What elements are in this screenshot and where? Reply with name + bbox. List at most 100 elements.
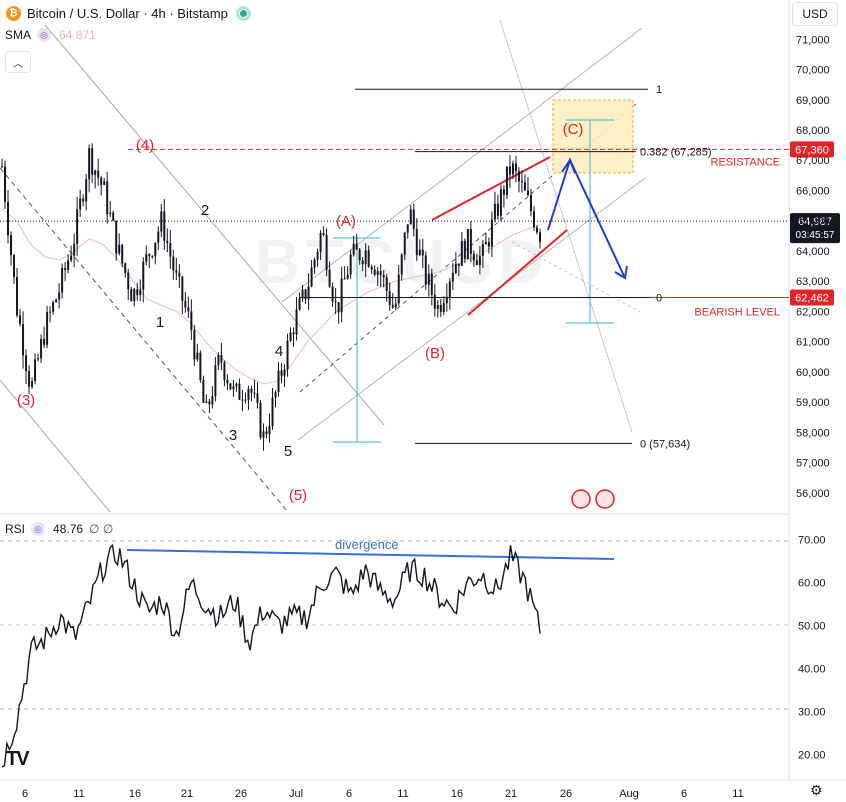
candle-body: [373, 269, 376, 275]
candle-body: [382, 274, 385, 278]
channel-line: [511, 241, 641, 313]
wave-label: (3): [17, 392, 35, 409]
y-tick-label: 71,000: [796, 34, 830, 46]
candle-body: [145, 254, 148, 262]
level-label: RESISTANCE: [711, 156, 780, 168]
wave-label: (B): [425, 345, 445, 362]
candle-body: [385, 277, 388, 292]
candle-body: [277, 370, 280, 393]
y-tick-label: 66,000: [796, 185, 830, 197]
candle-body: [337, 302, 340, 313]
candle-body: [211, 396, 214, 405]
bitcoin-icon: ₿: [6, 5, 21, 21]
candle-body: [238, 383, 241, 400]
candle-body: [298, 298, 301, 310]
measure-tool: [333, 119, 614, 443]
candle-body: [307, 286, 310, 300]
x-tick-label: 6: [22, 788, 28, 800]
candle-body: [10, 235, 13, 255]
wave-labels: (3) (4) 1 2 3 4 5 (5) (A) (B) (C): [17, 121, 584, 504]
candle-body: [433, 294, 436, 309]
collapse-legend-button[interactable]: ︿: [5, 51, 31, 73]
settings-icon[interactable]: ⚙: [810, 782, 823, 798]
y-tick-label: 62,000: [796, 306, 830, 318]
candle-body: [187, 307, 190, 312]
candle-body: [109, 212, 112, 215]
candle-body: [397, 274, 400, 304]
candle-body: [415, 228, 418, 256]
candle-body: [133, 289, 136, 302]
candle-body: [34, 359, 37, 382]
x-tick-label: 11: [732, 788, 743, 800]
fib-label: 0.382 (67,285): [640, 147, 712, 159]
candle-body: [520, 181, 523, 183]
sma-legend[interactable]: SMA ◎ 64,871: [5, 28, 96, 42]
candle-body: [247, 388, 250, 400]
candle-body: [289, 332, 292, 341]
projection-path: [547, 157, 626, 279]
y-tick-label: 68,000: [796, 125, 830, 137]
y-tick-label: 67,000: [796, 155, 830, 167]
candle-body: [271, 397, 274, 427]
candle-body: [55, 299, 58, 303]
rsi-tick-label: 60.00: [798, 578, 826, 590]
candle-body: [493, 203, 496, 220]
candle-body: [511, 163, 514, 175]
candle-body: [292, 332, 295, 335]
candle-body: [232, 386, 235, 390]
candle-body: [355, 243, 358, 250]
candle-body: [154, 242, 157, 257]
x-tick-label: 26: [560, 788, 572, 800]
candle-body: [535, 227, 538, 233]
candle-body: [256, 393, 259, 403]
divergence-label: divergence: [335, 537, 399, 552]
wave-label: 5: [284, 443, 292, 460]
y-tick-label: 69,000: [796, 95, 830, 107]
wave-label: (4): [136, 137, 154, 154]
rsi-legend[interactable]: RSI ◎ 48.76 ∅ ∅: [5, 522, 113, 536]
candle-body: [523, 182, 526, 191]
candle-body: [169, 243, 172, 257]
price-series: [1, 143, 541, 451]
current-price-badge: [790, 213, 840, 244]
candle-body: [505, 166, 508, 195]
rsi-tick-label: 50.00: [798, 621, 826, 633]
candle-body: [61, 267, 64, 293]
y-tick-label: 64,000: [796, 246, 830, 258]
news-flag-icon[interactable]: [595, 489, 615, 509]
y-tick-label: 58,000: [796, 427, 830, 439]
price-badge-label: 67,360: [795, 144, 829, 156]
divergence-line: [126, 549, 615, 560]
candle-body: [403, 232, 406, 255]
symbol-header[interactable]: ₿ Bitcoin / U.S. Dollar · 4h · Bitstamp: [0, 0, 251, 26]
y-tick-label: 61,000: [796, 337, 830, 349]
candle-body: [58, 292, 61, 300]
candle-body: [526, 190, 529, 195]
candle-body: [388, 291, 391, 305]
candle-body: [229, 383, 232, 390]
countdown-label: 03:45:57: [796, 230, 835, 241]
candle-body: [478, 255, 481, 265]
wave-label: 3: [229, 427, 237, 444]
candle-body: [400, 254, 403, 275]
tradingview-logo-icon[interactable]: TV: [6, 748, 30, 770]
candle-body: [448, 281, 451, 297]
candle-body: [223, 362, 226, 380]
channel-line: [281, 27, 643, 303]
candle-body: [532, 211, 535, 228]
candle-body: [331, 286, 334, 302]
candle-body: [199, 352, 202, 381]
candle-body: [91, 148, 94, 175]
candle-body: [28, 371, 31, 387]
x-tick-label: 21: [181, 788, 193, 800]
x-tick-label: 26: [235, 788, 247, 800]
wave-label: 4: [275, 343, 283, 360]
fib-label: 0: [656, 292, 662, 304]
rsi-line: [1, 543, 541, 768]
candle-body: [454, 263, 457, 274]
currency-selector[interactable]: USD: [792, 2, 838, 26]
candle-body: [4, 166, 7, 203]
candle-body: [160, 211, 163, 232]
news-flag-icon[interactable]: [571, 489, 591, 509]
